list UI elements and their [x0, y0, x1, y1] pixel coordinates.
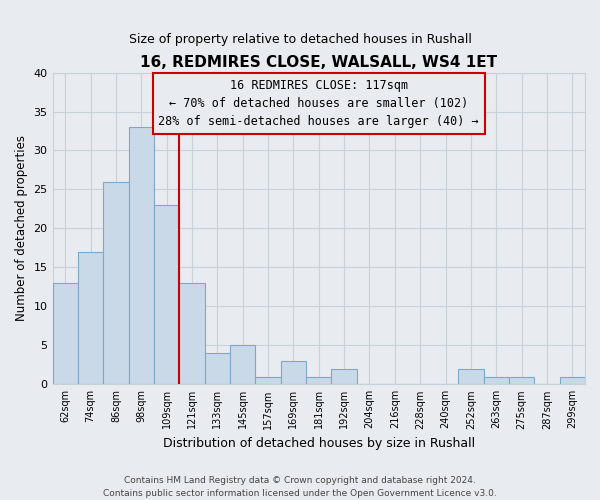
Bar	[154, 205, 179, 384]
Text: Contains HM Land Registry data © Crown copyright and database right 2024.
Contai: Contains HM Land Registry data © Crown c…	[103, 476, 497, 498]
X-axis label: Distribution of detached houses by size in Rushall: Distribution of detached houses by size …	[163, 437, 475, 450]
Bar	[458, 368, 484, 384]
Bar	[78, 252, 103, 384]
Bar	[230, 346, 256, 385]
Bar	[128, 127, 154, 384]
Bar	[53, 283, 78, 384]
Bar	[205, 353, 230, 384]
Text: Size of property relative to detached houses in Rushall: Size of property relative to detached ho…	[128, 32, 472, 46]
Bar	[331, 368, 357, 384]
Bar	[256, 376, 281, 384]
Bar	[281, 361, 306, 384]
Bar	[560, 376, 585, 384]
Y-axis label: Number of detached properties: Number of detached properties	[15, 136, 28, 322]
Title: 16, REDMIRES CLOSE, WALSALL, WS4 1ET: 16, REDMIRES CLOSE, WALSALL, WS4 1ET	[140, 55, 497, 70]
Bar	[179, 283, 205, 384]
Bar	[306, 376, 331, 384]
Bar	[103, 182, 128, 384]
Text: 16 REDMIRES CLOSE: 117sqm
← 70% of detached houses are smaller (102)
28% of semi: 16 REDMIRES CLOSE: 117sqm ← 70% of detac…	[158, 79, 479, 128]
Bar	[484, 376, 509, 384]
Bar	[509, 376, 534, 384]
